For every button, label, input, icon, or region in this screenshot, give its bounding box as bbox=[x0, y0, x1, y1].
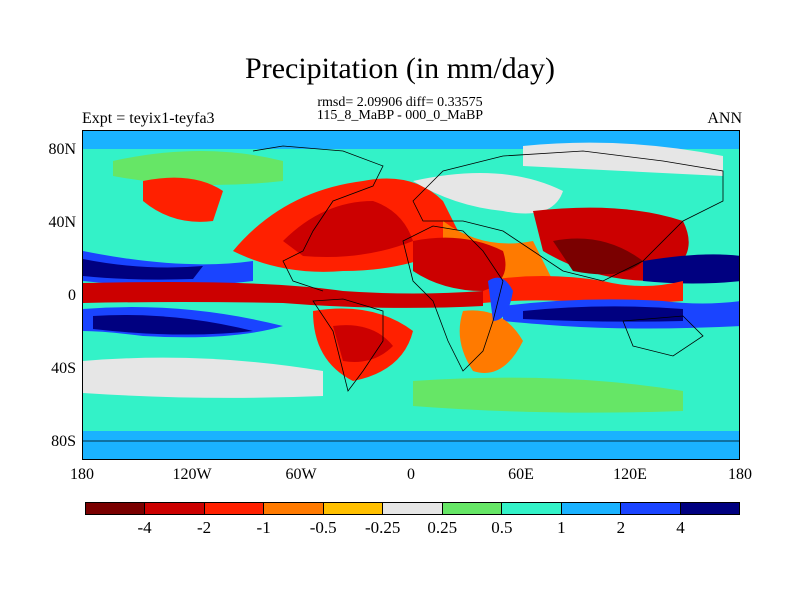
colorbar-label: 2 bbox=[616, 518, 626, 537]
dry-anomaly bbox=[283, 201, 413, 257]
wet-band-pacific-north bbox=[83, 259, 203, 280]
colorbar-segment bbox=[621, 503, 681, 514]
lon-label-180e: 180 bbox=[728, 466, 752, 483]
lat-label-40s: 40S bbox=[51, 360, 76, 377]
colorbar-label: -4 bbox=[137, 518, 152, 537]
lat-label-80n: 80N bbox=[48, 141, 76, 158]
dry-anomaly bbox=[413, 237, 506, 291]
plot-title: Precipitation (in mm/day) bbox=[245, 52, 555, 85]
lat-label-40n: 40N bbox=[48, 214, 76, 231]
colorbar-segment bbox=[145, 503, 205, 514]
colorbar-segment bbox=[561, 503, 622, 514]
experiment-label: Expt = teyix1-teyfa3 bbox=[82, 110, 215, 127]
lon-label-180w: 180 bbox=[70, 466, 94, 483]
colorbar-label: -0.25 bbox=[365, 518, 401, 537]
colorbar-segment bbox=[264, 503, 324, 514]
colorbar-segment bbox=[442, 503, 503, 514]
lon-label-120w: 120W bbox=[172, 466, 212, 483]
lat-label-eq: 0 bbox=[68, 287, 76, 304]
period-comparison-label: 115_8_MaBP - 000_0_MaBP bbox=[316, 108, 484, 123]
colorbar-segment bbox=[383, 503, 443, 514]
colorbar-segment bbox=[86, 503, 146, 514]
lat-label-80s: 80S bbox=[51, 433, 76, 450]
coastlines bbox=[83, 145, 739, 442]
dry-anomaly bbox=[553, 238, 643, 275]
colorbar-label: 1 bbox=[557, 518, 566, 537]
rmsd-diff-label: rmsd= 2.09906 diff= 0.33575 bbox=[317, 95, 483, 110]
wet-anomaly bbox=[413, 377, 683, 413]
stats-text: rmsd= 2.09906 diff= 0.33575 115_8_MaBP -… bbox=[0, 95, 800, 123]
colorbar-segment bbox=[204, 503, 265, 514]
dry-anomaly bbox=[459, 310, 523, 373]
wet-band-pacific-south bbox=[93, 315, 253, 335]
polar-patch bbox=[523, 142, 723, 176]
season-label: ANN bbox=[707, 110, 742, 127]
wet-band-east bbox=[643, 254, 739, 284]
lon-label-60e: 60E bbox=[508, 466, 534, 483]
polar-patch bbox=[113, 151, 283, 185]
lon-label-0: 0 bbox=[407, 466, 415, 483]
colorbar-label: -1 bbox=[256, 518, 271, 537]
colorbar bbox=[85, 502, 740, 515]
colorbar-segment bbox=[680, 503, 739, 514]
colorbar-label: -2 bbox=[196, 518, 212, 537]
colorbar-label: -0.5 bbox=[309, 518, 337, 537]
dry-anomaly bbox=[333, 325, 393, 362]
neutral-region bbox=[83, 357, 323, 398]
wet-anomaly bbox=[488, 277, 513, 321]
map-plot bbox=[83, 131, 739, 459]
lon-label-60w: 60W bbox=[285, 466, 317, 483]
colorbar-segment bbox=[323, 503, 384, 514]
precipitation-map bbox=[82, 130, 740, 460]
colorbar-segment bbox=[502, 503, 562, 514]
antarctic-band bbox=[83, 431, 739, 459]
colorbar-label: 4 bbox=[676, 518, 685, 537]
colorbar-label: 0.5 bbox=[491, 518, 513, 537]
dry-anomaly bbox=[143, 177, 223, 222]
equatorial-dry-band bbox=[83, 282, 483, 308]
neutral-region bbox=[413, 173, 563, 214]
wet-band-indian bbox=[523, 306, 683, 322]
equatorial-dry-band bbox=[483, 276, 683, 304]
lon-label-120e: 120E bbox=[613, 466, 647, 483]
colorbar-label: 0.25 bbox=[427, 518, 458, 537]
